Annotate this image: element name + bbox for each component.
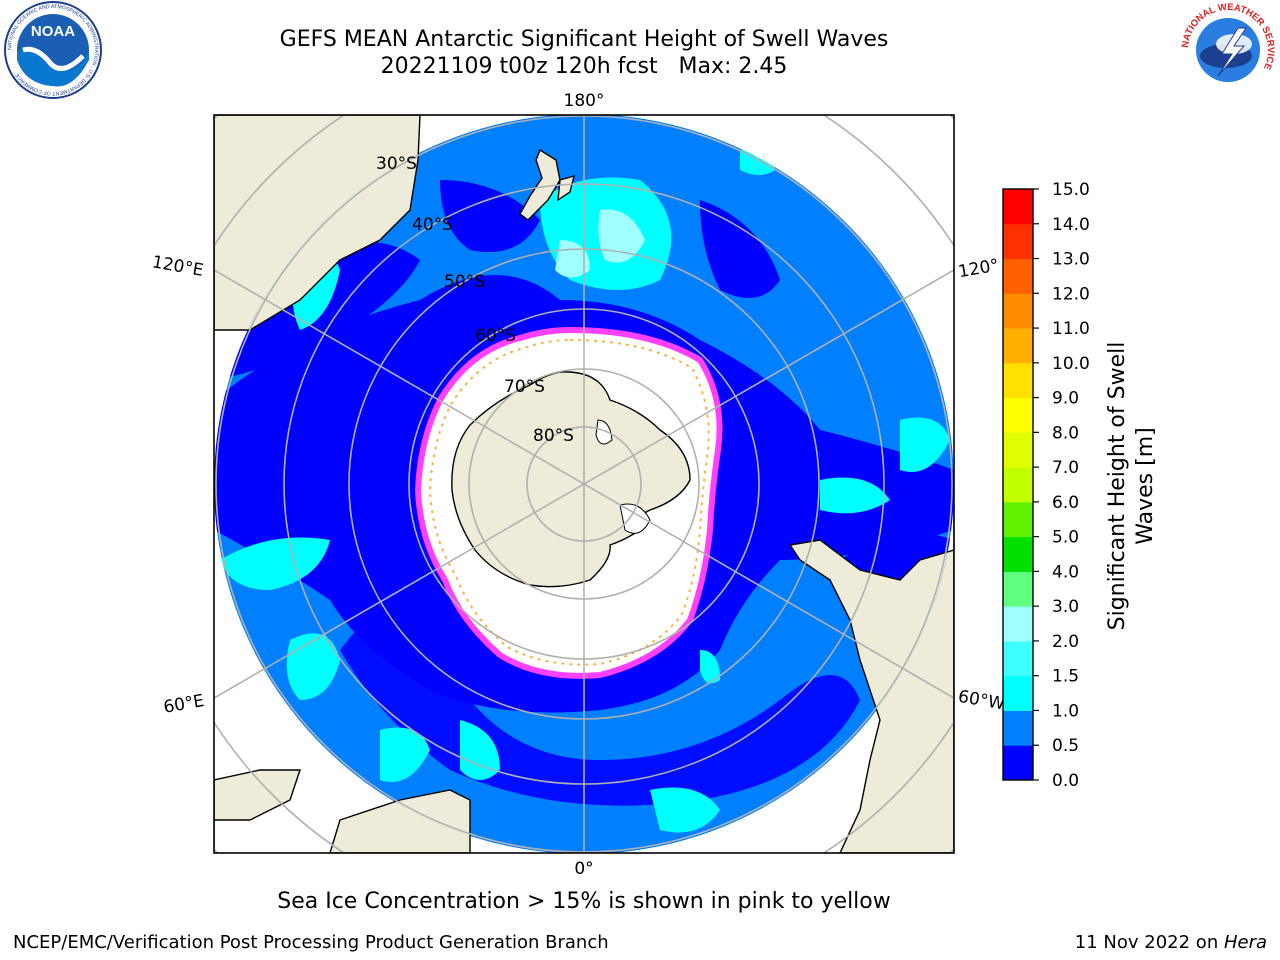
colorbar-tick-label-13: 11.0 — [1052, 319, 1090, 339]
colorbar-tick-label-0: 0.0 — [1052, 771, 1079, 791]
lon-label-60e: 60°E — [162, 691, 206, 718]
chart-title: GEFS MEAN Antarctic Significant Height o… — [184, 26, 984, 80]
lon-label-180: 180° — [564, 91, 605, 111]
colorbar-bin-4 — [1003, 606, 1033, 642]
lat-label-70s: 70°S — [504, 377, 545, 397]
ross-ice-shelf — [595, 419, 613, 445]
colorbar-bin-9 — [1003, 432, 1033, 468]
colorbar-label-line-2: Waves [m] — [1133, 427, 1158, 544]
colorbar-bin-0 — [1003, 745, 1033, 781]
lat-label-80s: 80°S — [533, 426, 574, 446]
noaa-logo-text: NOAA — [31, 23, 75, 40]
colorbar-bin-7 — [1003, 501, 1033, 538]
lat-label-30s: 30°S — [376, 154, 417, 174]
sea-ice-edge-inner — [428, 338, 710, 666]
lat-label-60s: 60°S — [475, 326, 516, 346]
colorbar-tick-label-11: 9.0 — [1052, 389, 1079, 409]
colorbar-bin-14 — [1003, 258, 1033, 294]
colorbar-tick-label-12: 10.0 — [1052, 354, 1090, 374]
footer-host: Hera — [1223, 932, 1267, 953]
colorbar-bin-11 — [1003, 362, 1033, 399]
noaa-logo: NOAA NATIONAL OCEANIC AND ATMOSPHERIC AD… — [4, 1, 102, 99]
sea-ice-caption: Sea Ice Concentration > 15% is shown in … — [277, 889, 891, 914]
lon-label-120w: 120° — [957, 255, 1001, 282]
colorbar-bin-6 — [1003, 536, 1033, 572]
colorbar-ticks: 0.0 0.5 1.0 1.5 2.0 3.0 4.0 5.0 6.0 7.0 8.0 9.0 10.0… — [1033, 180, 1090, 791]
title-line-2: 20221109 t00z 120h fcst Max: 2.45 — [380, 54, 788, 79]
colorbar-tick-label-17: 15.0 — [1052, 180, 1090, 200]
colorbar-tick-label-9: 7.0 — [1052, 458, 1079, 478]
colorbar-tick-label-4: 2.0 — [1052, 632, 1079, 652]
colorbar-bin-15 — [1003, 223, 1033, 260]
colorbar-tick-label-5: 3.0 — [1052, 597, 1079, 617]
map-frame — [213, 114, 955, 854]
footer-credit: NCEP/EMC/Verification Post Processing Pr… — [13, 932, 609, 953]
latitude-labels: 30°S 40°S 50°S 60°S 70°S 80°S — [376, 154, 574, 446]
colorbar — [1003, 189, 1033, 781]
colorbar-tick-label-2: 1.0 — [1052, 701, 1079, 721]
colorbar-tick-label-15: 13.0 — [1052, 250, 1090, 270]
colorbar-tick-label-7: 5.0 — [1052, 528, 1079, 548]
lon-label-60w: 60°W — [957, 687, 1007, 715]
colorbar-bin-12 — [1003, 328, 1033, 364]
meridians — [214, 115, 954, 853]
colorbar-tick-label-3: 1.5 — [1052, 667, 1079, 687]
ice-shelf — [619, 503, 651, 534]
colorbar-tick-label-8: 6.0 — [1052, 493, 1079, 513]
footer-date-text: 11 Nov 2022 on — [1074, 932, 1224, 953]
colorbar-bin-5 — [1003, 571, 1033, 607]
footer-date: 11 Nov 2022 on Hera — [1075, 932, 1267, 953]
colorbar-tick-label-1: 0.5 — [1052, 736, 1079, 756]
colorbar-label-line-1: Significant Height of Swell — [1105, 342, 1130, 631]
colorbar-tick-label-10: 8.0 — [1052, 423, 1079, 443]
colorbar-bin-2 — [1003, 675, 1033, 711]
colorbar-frame — [1002, 188, 1034, 781]
colorbar-bin-10 — [1003, 397, 1033, 433]
colorbar-tick-label-14: 12.0 — [1052, 284, 1090, 304]
lat-label-40s: 40°S — [412, 215, 453, 235]
colorbar-bin-1 — [1003, 710, 1033, 746]
title-line-1: GEFS MEAN Antarctic Significant Height o… — [279, 27, 889, 52]
colorbar-bin-13 — [1003, 293, 1033, 329]
colorbar-bin-8 — [1003, 467, 1033, 503]
colorbar-bin-16 — [1003, 189, 1033, 225]
lon-label-120e: 120°E — [151, 252, 205, 281]
colorbar-tick-label-6: 4.0 — [1052, 562, 1079, 582]
colorbar-tick-label-16: 14.0 — [1052, 215, 1090, 235]
nws-logo: NATIONAL WEATHER SERVICE — [1180, 2, 1276, 97]
lon-label-0: 0° — [574, 859, 593, 879]
lat-label-50s: 50°S — [444, 272, 485, 292]
colorbar-bin-3 — [1003, 640, 1033, 677]
